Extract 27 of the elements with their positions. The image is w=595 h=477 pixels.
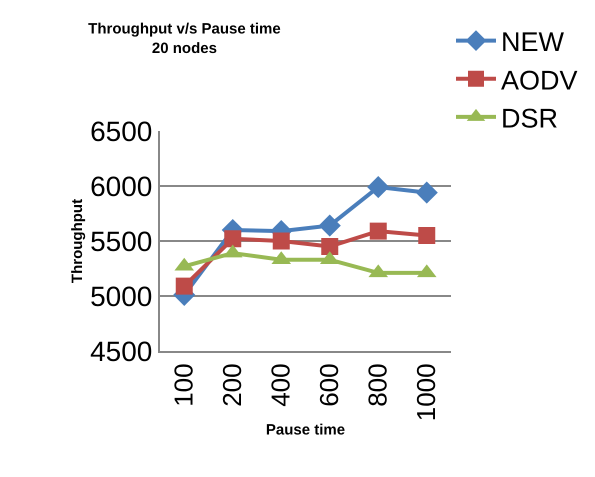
x-tick-label: 200 bbox=[217, 363, 248, 407]
legend-label: NEW bbox=[501, 27, 565, 58]
legend-label: DSR bbox=[501, 103, 558, 134]
point bbox=[318, 214, 341, 237]
point bbox=[370, 222, 387, 240]
point bbox=[367, 176, 390, 198]
chart-subtitle: 20 nodes bbox=[152, 40, 217, 57]
y-axis-title: Throughput bbox=[68, 198, 86, 284]
x-tick-label: 1000 bbox=[411, 363, 442, 422]
x-tick-label: 600 bbox=[314, 363, 344, 407]
point bbox=[416, 182, 438, 204]
y-tick-label: 5000 bbox=[90, 280, 152, 312]
y-tick-label: 5500 bbox=[90, 226, 152, 257]
point bbox=[321, 238, 338, 255]
y-tick-label: 4500 bbox=[90, 336, 152, 367]
legend-label: AODV bbox=[501, 65, 578, 96]
chart-title: Throughput v/s Pause time bbox=[88, 20, 281, 38]
y-tick-label: 6000 bbox=[90, 170, 152, 202]
x-axis-title: Pause time bbox=[266, 422, 346, 439]
point bbox=[224, 230, 242, 248]
point bbox=[272, 232, 290, 250]
x-tick-label: 800 bbox=[362, 363, 393, 407]
x-tick-label: 400 bbox=[266, 363, 296, 407]
x-tick-label: 100 bbox=[168, 363, 199, 407]
y-tick-label: 6500 bbox=[90, 116, 152, 147]
point bbox=[418, 227, 436, 244]
point bbox=[176, 278, 193, 295]
